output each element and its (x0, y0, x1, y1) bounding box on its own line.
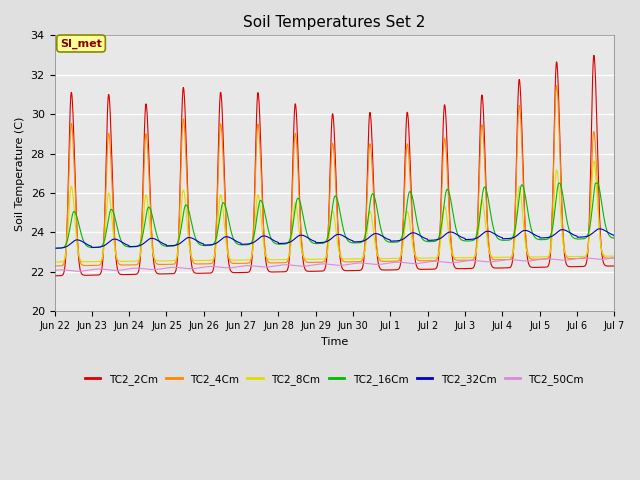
Text: SI_met: SI_met (60, 38, 102, 48)
Legend: TC2_2Cm, TC2_4Cm, TC2_8Cm, TC2_16Cm, TC2_32Cm, TC2_50Cm: TC2_2Cm, TC2_4Cm, TC2_8Cm, TC2_16Cm, TC2… (81, 370, 588, 389)
Title: Soil Temperatures Set 2: Soil Temperatures Set 2 (243, 15, 426, 30)
Y-axis label: Soil Temperature (C): Soil Temperature (C) (15, 116, 25, 230)
X-axis label: Time: Time (321, 336, 348, 347)
